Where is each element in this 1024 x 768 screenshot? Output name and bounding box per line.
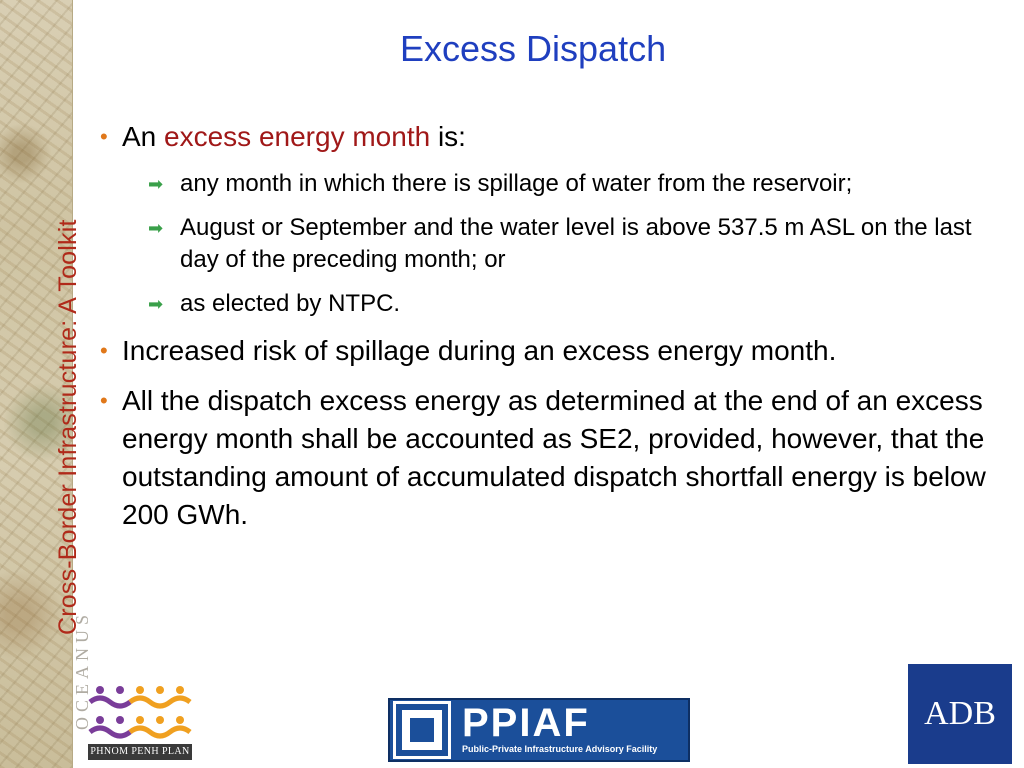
adb-logo: ADB xyxy=(908,664,1012,764)
sidebar-title: Cross-Border Infrastructure: A Toolkit xyxy=(54,219,82,635)
arrow-right-icon: ➡ xyxy=(148,294,164,314)
ppiaf-subtitle: Public-Private Infrastructure Advisory F… xyxy=(462,744,658,754)
sub-item: ➡ any month in which there is spillage o… xyxy=(100,168,1005,200)
bullet-text: Increased risk of spillage during an exc… xyxy=(122,335,837,366)
map-sidebar xyxy=(0,0,73,768)
sub-item-text: August or September and the water level … xyxy=(180,214,972,273)
ppiaf-logo: PPIAF Public-Private Infrastructure Advi… xyxy=(388,698,690,762)
slide-title: Excess Dispatch xyxy=(400,28,667,69)
sub-item-text: any month in which there is spillage of … xyxy=(180,170,853,197)
highlight-term: excess energy month xyxy=(164,121,431,152)
bullet-dot-icon: • xyxy=(100,338,108,363)
arrow-right-icon: ➡ xyxy=(148,218,164,238)
bullet-item: • An excess energy month is: xyxy=(100,118,1005,156)
sub-item: ➡ as elected by NTPC. xyxy=(100,288,1005,320)
phnom-penh-plan-logo xyxy=(88,686,192,739)
bullet-text: All the dispatch excess energy as determ… xyxy=(122,385,986,530)
sub-item: ➡ August or September and the water leve… xyxy=(100,212,1005,276)
bullet-suffix: is: xyxy=(430,121,466,152)
ppiaf-wordmark: PPIAF xyxy=(462,701,590,745)
phnom-penh-plan-wordmark: PHNOM PENH PLAN xyxy=(88,744,192,760)
ppiaf-emblem-icon xyxy=(393,701,451,759)
sub-list: ➡ any month in which there is spillage o… xyxy=(100,168,1005,320)
sub-item-text: as elected by NTPC. xyxy=(180,290,401,317)
bullet-dot-icon: • xyxy=(100,124,108,149)
bullet-prefix: An xyxy=(122,121,165,152)
slide-content: • An excess energy month is: ➡ any month… xyxy=(100,118,1005,546)
arrow-right-icon: ➡ xyxy=(148,174,164,194)
bullet-item: • All the dispatch excess energy as dete… xyxy=(100,382,1005,534)
bullet-dot-icon: • xyxy=(100,388,108,413)
bullet-item: • Increased risk of spillage during an e… xyxy=(100,332,1005,370)
